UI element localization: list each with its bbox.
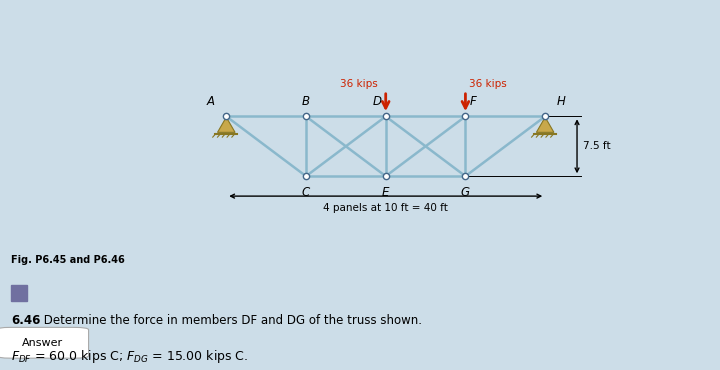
FancyBboxPatch shape — [11, 285, 27, 301]
Text: H: H — [557, 95, 566, 108]
Text: 4 panels at 10 ft = 40 ft: 4 panels at 10 ft = 40 ft — [323, 203, 448, 213]
Text: Fig. P6.45 and P6.46: Fig. P6.45 and P6.46 — [11, 255, 125, 265]
Text: 36 kips: 36 kips — [469, 78, 507, 88]
Text: A: A — [207, 95, 215, 108]
FancyBboxPatch shape — [0, 327, 89, 358]
Polygon shape — [536, 117, 554, 132]
Text: C: C — [302, 186, 310, 199]
Text: D: D — [373, 95, 382, 108]
Text: E: E — [382, 186, 390, 199]
Text: F: F — [469, 95, 476, 108]
Text: $F_{DF}$ = 60.0 kips C; $F_{DG}$ = 15.00 kips C.: $F_{DF}$ = 60.0 kips C; $F_{DG}$ = 15.00… — [11, 348, 248, 365]
Text: 7.5 ft: 7.5 ft — [583, 141, 611, 151]
Text: 36 kips: 36 kips — [340, 78, 378, 88]
Text: 6.46: 6.46 — [11, 314, 40, 327]
Text: G: G — [461, 186, 470, 199]
Text: Answer: Answer — [22, 338, 63, 348]
Polygon shape — [217, 117, 235, 132]
Text: B: B — [302, 95, 310, 108]
Text: Determine the force in members DF and DG of the truss shown.: Determine the force in members DF and DG… — [40, 314, 422, 327]
